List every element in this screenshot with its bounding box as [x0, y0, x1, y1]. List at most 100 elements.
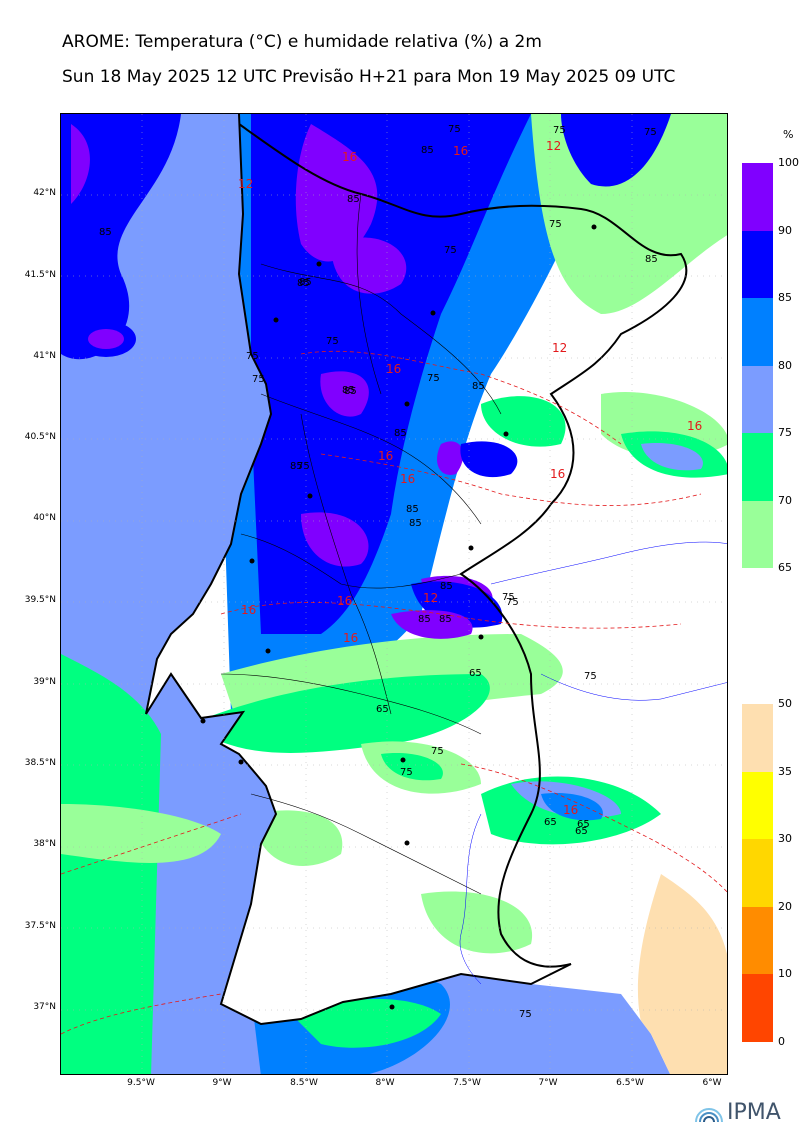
latitude-tick-label: 42°N — [33, 188, 56, 198]
ipma-logo-text: IPMA — [727, 1100, 781, 1125]
rh-contour-label: 85 — [472, 381, 485, 392]
temperature-contour-label: 16 — [386, 362, 401, 376]
rh-contour-label: 85 — [342, 385, 355, 396]
rh-contour-label: 85 — [290, 461, 303, 472]
rh-contour-label: 65 — [575, 826, 588, 837]
temperature-contour-label: 12 — [546, 139, 561, 153]
rh-contour-label: 75 — [502, 592, 515, 603]
rh-contour-label: 65 — [544, 817, 557, 828]
colorbar-segment — [742, 771, 773, 839]
temperature-contour-label: 16 — [687, 419, 702, 433]
temperature-contour-label: 16 — [343, 631, 358, 645]
forecast-map: 75 75 75 85 85 75 85 85 75 85 75 75 75 85 75 85 85 85 85 85… — [60, 113, 728, 1075]
rh-contour-label: 75 — [246, 351, 259, 362]
temperature-contour-label: 16 — [241, 603, 256, 617]
colorbar-tick-label: 30 — [778, 832, 792, 845]
temperature-contour-label: 16 — [563, 803, 578, 817]
rh-contour-label: 75 — [431, 746, 444, 757]
latitude-tick-label: 39.5°N — [24, 595, 56, 605]
rh-contour-label: 75 — [584, 671, 597, 682]
ocean-rh65-zone-south — [61, 804, 221, 863]
longitude-tick-label: 6.5°W — [616, 1078, 644, 1088]
colorbar-segment — [742, 906, 773, 974]
colorbar-tick-label: 10 — [778, 967, 792, 980]
rh-contour-label: 75 — [326, 336, 339, 347]
latitude-tick-label: 38.5°N — [24, 758, 56, 768]
colorbar-unit: % — [783, 128, 794, 141]
colorbar-segment — [742, 500, 773, 568]
temperature-contour-label: 16 — [378, 449, 393, 463]
rh-contour-label: 75 — [400, 767, 413, 778]
colorbar-segment — [742, 839, 773, 907]
temperature-contour-label: 16 — [342, 150, 357, 164]
rh-contour-label: 75 — [506, 597, 519, 608]
longitude-tick-label: 7.5°W — [453, 1078, 481, 1088]
ocean-rh90-patch — [88, 329, 124, 349]
latitude-tick-label: 41°N — [33, 351, 56, 361]
graticule — [61, 114, 727, 1074]
rh-contour-label: 75 — [252, 374, 265, 385]
longitude-tick-label: 7°W — [538, 1078, 558, 1088]
colorbar-tick-label: 35 — [778, 764, 792, 778]
temperature-contour-label: 16 — [400, 472, 415, 486]
colorbar-segment — [742, 163, 773, 231]
rh-contour-label: 75 — [549, 219, 562, 230]
city-markers — [200, 224, 597, 1010]
colorbar-tick-label: 20 — [778, 899, 792, 913]
rh-contour-label: 85 — [418, 614, 431, 625]
rh-contour-label: 85 — [344, 386, 357, 397]
longitude-tick-label: 9.5°W — [127, 1078, 155, 1088]
title-line-2: Sun 18 May 2025 12 UTC Previsão H+21 par… — [62, 67, 676, 87]
latitude-tick-label: 41.5°N — [24, 270, 56, 280]
rh-contour-label: 65 — [376, 704, 389, 715]
colorbar-tick-label: 80 — [778, 358, 792, 372]
temperature-contour-labels: 16 16 12 12 12 16 16 16 16 16 16 12 16 16 16 — [238, 139, 702, 817]
rh-contour-label: 85 — [347, 194, 360, 205]
ocean-rh70-zone-south — [61, 654, 161, 1074]
temperature-contour-label: 12 — [423, 591, 438, 605]
rivers — [459, 541, 727, 985]
latitude-tick-label: 40.5°N — [24, 432, 56, 442]
colorbar-tick-label: 65 — [778, 561, 792, 574]
colorbar-tick-label: 85 — [778, 291, 792, 304]
longitude-tick-label: 8°W — [375, 1078, 395, 1088]
colorbar-segment — [742, 230, 773, 298]
country-border — [238, 123, 688, 968]
latitude-tick-label: 38°N — [33, 839, 56, 849]
latitude-tick-label: 39°N — [33, 677, 56, 687]
rh-contour-label: 85 — [297, 278, 310, 289]
longitude-tick-label: 6°W — [702, 1078, 722, 1088]
rh-contour-label: 75 — [644, 127, 657, 138]
rh-contour-label: 85 — [439, 614, 452, 625]
rh-contour-label: 75 — [444, 245, 457, 256]
ipma-rainbow-icon — [695, 1107, 723, 1122]
title-line-1: AROME: Temperatura (°C) e humidade relat… — [62, 32, 542, 52]
rh-contour-label: 85 — [406, 504, 419, 515]
rh-contour-label: 85 — [409, 518, 422, 529]
ocean-rh85-zone — [61, 114, 181, 360]
temperature-contour-label: 12 — [552, 341, 567, 355]
longitude-tick-label: 8.5°W — [290, 1078, 318, 1088]
latitude-tick-label: 40°N — [33, 513, 56, 523]
colorbar-tick-label: 50 — [778, 697, 792, 710]
temperature-contour-label: 16 — [337, 594, 352, 608]
colorbar-tick-label: 100 — [778, 156, 799, 169]
temperature-contours — [61, 350, 727, 1035]
colorbar-segment — [742, 974, 773, 1042]
temperature-contour-label: 16 — [453, 144, 468, 158]
ocean-rh90-zone — [71, 124, 90, 204]
colorbar-tick-label: 90 — [778, 223, 792, 237]
colorbar-segment — [742, 365, 773, 433]
rh-contour-label: 75 — [448, 124, 461, 135]
coastline — [145, 114, 572, 1026]
rh-contour-label: 85 — [99, 227, 112, 238]
longitude-tick-label: 9°W — [212, 1078, 232, 1088]
temperature-contour-label: 16 — [550, 467, 565, 481]
rh-contour-label: 85 — [299, 277, 312, 288]
rh-contour-label: 75 — [297, 461, 310, 472]
ipma-logo: IPMA — [694, 1100, 781, 1125]
ocean-rh70-patch-south — [291, 999, 441, 1048]
district-borders — [220, 193, 502, 895]
rh-contour-label: 75 — [519, 1009, 532, 1020]
rh-contour-label: 65 — [577, 819, 590, 830]
